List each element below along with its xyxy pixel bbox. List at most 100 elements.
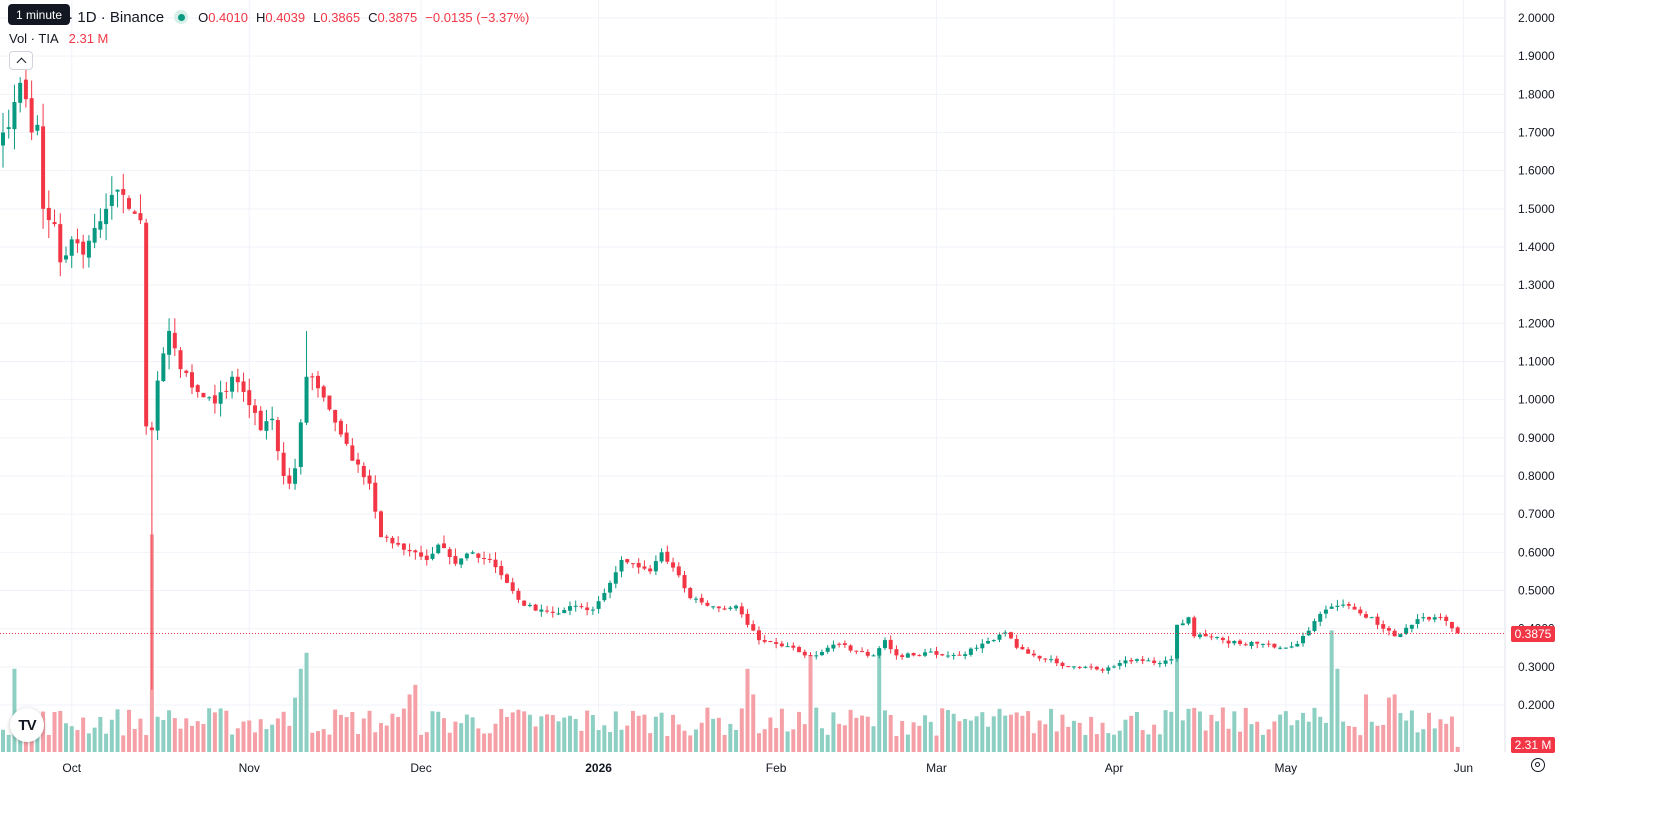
candle-body bbox=[126, 198, 131, 209]
volume-bar bbox=[768, 717, 773, 752]
volume-bar bbox=[155, 716, 160, 752]
volume-bar bbox=[75, 730, 80, 752]
volume-bar bbox=[401, 708, 406, 752]
volume-bar bbox=[436, 711, 441, 752]
candle-body bbox=[121, 189, 126, 195]
candle-body bbox=[476, 553, 481, 558]
candle-body bbox=[1180, 623, 1185, 626]
candle-body bbox=[882, 640, 887, 649]
candle-body bbox=[1197, 634, 1202, 638]
price-tick-label: 1.0000 bbox=[1518, 393, 1555, 407]
candle-body bbox=[986, 641, 991, 644]
candle-body bbox=[401, 543, 406, 550]
candle-body bbox=[871, 655, 876, 657]
volume-bar bbox=[493, 723, 498, 752]
candle-body bbox=[1398, 634, 1403, 638]
time-tick-label: Apr bbox=[1105, 761, 1124, 775]
volume-bar bbox=[424, 732, 429, 752]
volume-bar bbox=[58, 710, 63, 752]
market-status-icon[interactable] bbox=[174, 10, 189, 24]
volume-bar bbox=[281, 711, 286, 752]
volume-bar bbox=[997, 708, 1002, 752]
volume-bar bbox=[522, 711, 527, 752]
volume-bar bbox=[1421, 729, 1426, 752]
volume-bar bbox=[825, 734, 830, 752]
candle-body bbox=[608, 582, 613, 593]
volume-bar bbox=[12, 668, 17, 752]
candle-body bbox=[716, 606, 721, 609]
volume-bar bbox=[419, 734, 424, 752]
candle-body bbox=[808, 655, 813, 657]
volume-bar bbox=[172, 718, 177, 752]
volume-bar bbox=[940, 708, 945, 752]
volume-bar bbox=[1026, 711, 1031, 752]
volume-bar bbox=[865, 716, 870, 752]
candle-body bbox=[527, 604, 532, 607]
price-change: −0.0135 (−3.37%) bbox=[425, 9, 530, 25]
volume-label[interactable]: Vol · TIA bbox=[9, 31, 59, 46]
volume-bar bbox=[934, 735, 939, 752]
volume-bar bbox=[384, 725, 389, 752]
candle-body bbox=[636, 562, 641, 568]
price-tick-label: 1.9000 bbox=[1518, 49, 1555, 63]
candle-body bbox=[671, 562, 676, 568]
volume-bar bbox=[1180, 720, 1185, 752]
volume-bar bbox=[1352, 726, 1357, 752]
time-axis[interactable]: Oct Nov Dec 2026 Feb Mar Apr May Jun bbox=[62, 761, 1473, 775]
candle-body bbox=[940, 654, 945, 656]
settings-gear-icon[interactable] bbox=[1531, 758, 1545, 772]
volume-bar bbox=[705, 707, 710, 752]
candle-body bbox=[1152, 660, 1157, 664]
volume-bar bbox=[648, 733, 653, 752]
volume-bar bbox=[1409, 710, 1414, 752]
volume-bar bbox=[241, 721, 246, 752]
candle-body bbox=[1421, 617, 1426, 619]
candle-body bbox=[1100, 669, 1105, 671]
volume-bar bbox=[739, 708, 744, 752]
candle-body bbox=[630, 563, 635, 565]
volume-bar bbox=[1243, 707, 1248, 752]
volume-bar bbox=[923, 715, 928, 752]
volume-bar bbox=[1404, 720, 1409, 752]
volume-bar bbox=[1226, 728, 1231, 752]
candle-body bbox=[1083, 666, 1088, 668]
candle-body bbox=[905, 653, 910, 658]
candle-body bbox=[1066, 666, 1071, 668]
time-tick-label: May bbox=[1275, 761, 1298, 775]
tradingview-logo-icon[interactable]: TV bbox=[10, 708, 44, 742]
volume-bar bbox=[905, 734, 910, 752]
volume-bar bbox=[1203, 730, 1208, 752]
candle-body bbox=[722, 608, 727, 610]
candle-body bbox=[1054, 658, 1059, 664]
candle-body bbox=[356, 459, 361, 465]
volume-bar bbox=[1077, 722, 1082, 752]
price-tick-label: 0.9000 bbox=[1518, 431, 1555, 445]
candle-body bbox=[1260, 643, 1265, 645]
volume-bar bbox=[373, 732, 378, 752]
ohlc-low: L0.3865 bbox=[313, 9, 361, 25]
time-tick-label: Mar bbox=[926, 761, 947, 775]
volume-bar bbox=[665, 735, 670, 752]
volume-bar bbox=[218, 708, 223, 752]
candle-body bbox=[791, 645, 796, 648]
volume-bar bbox=[882, 710, 887, 752]
volume-bar bbox=[676, 724, 681, 752]
volume-bar bbox=[1415, 732, 1420, 752]
volume-bar bbox=[779, 708, 784, 752]
volume-bar bbox=[81, 717, 86, 752]
time-tick-label: Feb bbox=[766, 761, 787, 775]
price-axis[interactable]: 2.0000 1.9000 1.8000 1.7000 1.6000 1.5000 1.40… bbox=[1518, 11, 1555, 712]
price-tick-label: 0.8000 bbox=[1518, 469, 1555, 483]
volume-bar bbox=[338, 714, 343, 752]
candle-body bbox=[951, 655, 956, 657]
volume-bar bbox=[957, 721, 962, 752]
volume-bar bbox=[1432, 728, 1437, 752]
collapse-legend-button[interactable] bbox=[9, 51, 33, 70]
volume-bar bbox=[1037, 720, 1042, 752]
candle-body bbox=[459, 558, 464, 565]
candle-body bbox=[1289, 646, 1294, 648]
volume-bar bbox=[46, 734, 51, 752]
candle-body bbox=[6, 127, 11, 129]
volume-bar bbox=[1329, 630, 1334, 752]
